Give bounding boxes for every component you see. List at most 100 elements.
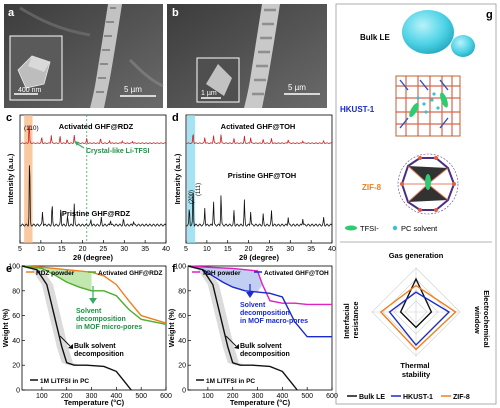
radar-series-0	[399, 277, 433, 329]
legend-toh: TOH powder	[202, 270, 241, 277]
radar-axis-ec-window: Electrochemical window	[473, 290, 491, 350]
ytick-label-e-1: 20	[12, 363, 20, 370]
panel-d: d 5 10 15 20 25 30 35 40 Activated GHF@TOH Pris…	[172, 112, 336, 262]
ytick-label-f-0: 0	[182, 388, 186, 395]
label-tfsi: TFSI-	[360, 224, 379, 233]
radar-legend-bulk: Bulk LE	[359, 394, 385, 401]
ytick-label-e-3: 60	[12, 313, 20, 320]
tfsi-molecule-icon	[345, 225, 357, 231]
fibre-a	[19, 4, 164, 108]
label-bulk-le: Bulk LE	[360, 33, 390, 42]
radar-legend-zif: ZIF-8	[453, 394, 470, 401]
xlabel-c: 2θ (degree)	[73, 253, 113, 262]
radar-series-1	[388, 291, 451, 347]
label-zif: ZIF-8	[362, 183, 382, 192]
tga-series-f-2	[187, 265, 298, 391]
scale-label-inset-a: 400 nm	[18, 87, 42, 94]
ylabel-d: Intensity (a.u.)	[173, 153, 182, 204]
series-label-pristine-toh: Pristine GHF@TOH	[228, 171, 296, 180]
annotation-e-2: Bulk solvent decomposition	[74, 343, 124, 358]
tga-series-e-1	[21, 265, 167, 325]
xtick-label-f-5: 600	[326, 393, 338, 400]
ylabel-f: Weight (%)	[167, 308, 176, 347]
xtick-label-c-1: 10	[37, 246, 45, 253]
panel-e: e 100 200 300 400 500 600 0 20 40 60 80 100 RDZ pow…	[1, 263, 172, 407]
xlabel-e: Temperature (°C)	[64, 398, 125, 407]
ylabel-e: Weight (%)	[1, 308, 10, 347]
tga-series-e-0	[21, 265, 167, 324]
highlight-band-c	[24, 115, 33, 243]
xtick-label-e-1: 200	[61, 393, 73, 400]
series-label-pristine-rdz: Pristine GHF@RDZ	[62, 209, 131, 218]
radar-series-2	[379, 284, 457, 351]
ytick-label-e-2: 40	[12, 338, 20, 345]
panel-f: f 100 200 300 400 500 600 0 20 40 60 80 100 TOH pow…	[167, 263, 338, 407]
radar-axis-thermal: Thermal stability	[400, 361, 431, 379]
xrd-series-d-1	[185, 192, 333, 227]
ytick-label-f-4: 80	[178, 288, 186, 295]
radar-axis-interfacial: Interfacial resistance	[342, 301, 360, 339]
panel-label-b: b	[172, 7, 179, 19]
xtick-label-e-4: 500	[135, 393, 147, 400]
xtick-label-d-5: 30	[286, 246, 294, 253]
radar-legend-hkust: HKUST-1	[403, 394, 433, 401]
label-pc: PC solvent	[401, 224, 438, 233]
panel-a: 400 nm 5 µm a	[4, 4, 164, 108]
xtick-label-c-5: 30	[120, 246, 128, 253]
plot-frame-c	[19, 114, 167, 244]
ytick-label-e-5: 100	[8, 264, 20, 271]
xlabel-f: Temperature (°C)	[230, 398, 291, 407]
peak-label-c: (110)	[24, 125, 39, 132]
ylabel-c: Intensity (a.u.)	[6, 153, 15, 204]
xtick-label-d-6: 35	[307, 246, 315, 253]
hkust-framework-icon	[395, 75, 461, 137]
panel-label-c: c	[6, 112, 12, 124]
panel-g: g Bulk LE HKUST-1 ZIF-8	[335, 3, 497, 405]
ytick-label-f-1: 20	[178, 363, 186, 370]
legend-rdz: RDZ powder	[36, 270, 75, 277]
xtick-label-d-0: 5	[184, 246, 188, 253]
xtick-label-d-2: 15	[224, 246, 232, 253]
legend-le-e: 1M LiTFSI in PC	[40, 378, 89, 385]
scale-label-b: 5 µm	[288, 83, 306, 92]
label-hkust: HKUST-1	[340, 105, 375, 114]
xtick-label-e-3: 400	[111, 393, 123, 400]
pc-solvent-icon	[392, 225, 398, 231]
xtick-label-e-2: 300	[86, 393, 98, 400]
scale-label-a: 5 µm	[124, 85, 142, 94]
xtick-label-f-4: 500	[301, 393, 313, 400]
xtick-label-e-5: 600	[160, 393, 172, 400]
legend-act-toh: Activated GHF@TOH	[264, 270, 329, 277]
xtick-label-f-2: 300	[252, 393, 264, 400]
peak-label-d-111: (111)	[196, 183, 202, 196]
annotation-f-1: Solvent decomposition in MOF macro-pores	[240, 302, 308, 325]
panel-label-a: a	[8, 7, 15, 19]
ytick-label-e-0: 0	[16, 388, 20, 395]
scale-label-inset-b: 1 µm	[201, 90, 217, 97]
plot-frame-d	[185, 114, 333, 244]
annotation-c: Crystal-like Li-TFSI	[86, 148, 149, 155]
peak-label-d-200: (200)	[189, 190, 195, 204]
ytick-label-f-2: 40	[178, 338, 186, 345]
ytick-label-e-4: 80	[12, 288, 20, 295]
panel-label-d: d	[172, 112, 179, 124]
xtick-label-f-3: 400	[277, 393, 289, 400]
legend-act-rdz: Activated GHF@RDZ	[98, 270, 163, 277]
plot-frame-f	[187, 265, 333, 391]
series-label-activated-rdz: Activated GHF@RDZ	[59, 122, 134, 131]
xtick-label-f-0: 100	[202, 393, 214, 400]
ytick-label-f-3: 60	[178, 313, 186, 320]
xtick-label-e-0: 100	[36, 393, 48, 400]
legend-le-f: 1M LiTFSI in PC	[206, 378, 255, 385]
xtick-label-c-2: 15	[58, 246, 66, 253]
xtick-label-d-4: 25	[266, 246, 274, 253]
annotation-e-1: Solvent decomposition in MOF micro-pores	[76, 308, 142, 331]
xtick-label-d-3: 20	[245, 246, 253, 253]
xtick-label-c-3: 20	[79, 246, 87, 253]
panel-label-f: f	[172, 263, 176, 275]
xrd-series-c-0	[19, 125, 167, 144]
plot-frame-e	[21, 265, 167, 391]
xtick-label-c-6: 35	[141, 246, 149, 253]
xtick-label-c-4: 25	[100, 246, 108, 253]
